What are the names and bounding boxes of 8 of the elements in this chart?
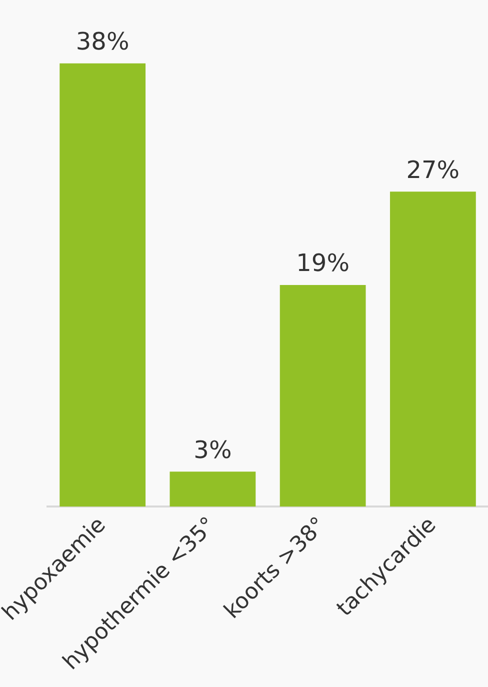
bar (170, 472, 256, 507)
data-label: 27% (406, 156, 460, 184)
data-label: 38% (76, 28, 130, 56)
data-label: 3% (194, 436, 232, 464)
data-label: 19% (296, 249, 350, 278)
bar (280, 284, 366, 507)
bar (60, 63, 146, 507)
bar (390, 192, 476, 507)
